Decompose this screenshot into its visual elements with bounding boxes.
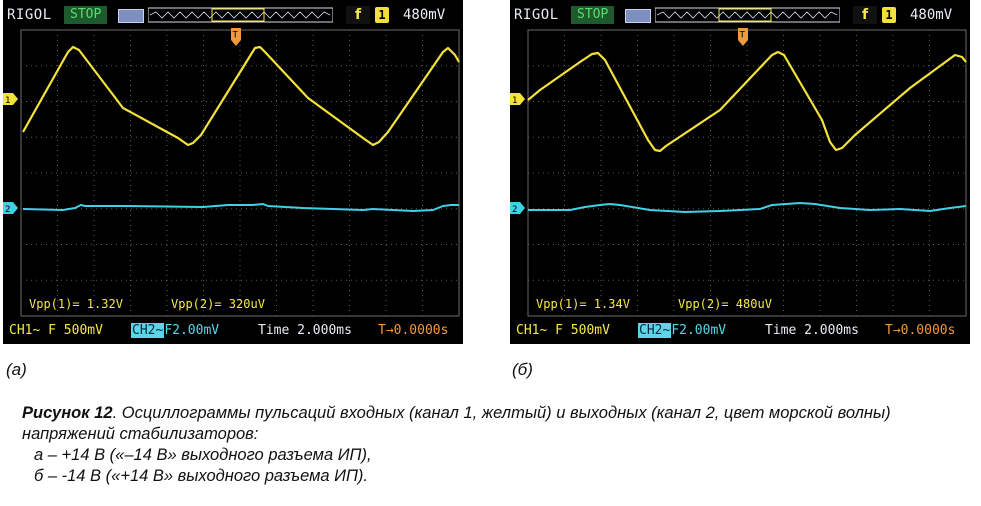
memory-depth-icon (118, 9, 144, 23)
trigger-position-marker: T (738, 28, 748, 46)
run-status-badge: STOP (64, 6, 108, 24)
ch1-ground-marker: 1 (510, 93, 525, 106)
timebase-value: Time 2.000ms (765, 323, 859, 338)
ch1-settings: CH1~ F 500mV (516, 323, 610, 338)
trigger-offset-value: T→0.0000s (378, 323, 449, 338)
ch2-ground-marker: 2 (3, 202, 18, 215)
trigger-offset-value: T→0.0000s (885, 323, 956, 338)
svg-text:2: 2 (5, 205, 10, 215)
trigger-edge-icon: f (346, 6, 370, 24)
caption-item-a: а – +14 В («–14 В» выходного разъема ИП)… (34, 446, 372, 464)
svg-text:1: 1 (512, 96, 517, 106)
scope-top-bar: RIGOL STOP T f 1 480mV (510, 0, 970, 30)
ch2-scale: F2.00mV (164, 323, 220, 338)
ch1-settings: CH1~ F 500mV (9, 323, 103, 338)
waveform-overview-icon: T (655, 6, 840, 23)
scope-top-bar: RIGOL STOP T f 1 480mV (3, 0, 463, 30)
waveform-display-b: T 1 2 (510, 28, 967, 317)
ch2-peak-to-peak-measurement: Vpp(2)= 320uV (171, 297, 265, 311)
caption-main: Рисунок 12. Осциллограммы пульсаций вход… (22, 403, 962, 445)
ch1-waveform-trace (527, 50, 967, 153)
ch1-ground-marker: 1 (3, 93, 18, 106)
oscilloscope-screen-a: RIGOL STOP T f 1 480mV T 1 2 Vpp(1)= 1 (3, 0, 463, 344)
ch1-peak-to-peak-measurement: Vpp(1)= 1.34V (536, 297, 630, 311)
trigger-level-value: 480mV (403, 7, 446, 23)
timebase-value: Time 2.000ms (258, 323, 352, 338)
ch2-settings: CH2~F2.00mV (131, 323, 219, 338)
figure-caption: Рисунок 12. Осциллограммы пульсаций вход… (22, 403, 962, 487)
trigger-source-channel: 1 (375, 7, 389, 23)
scope-bottom-bar: CH1~ F 500mV CH2~F2.00mV Time 2.000ms T→… (510, 318, 970, 344)
ch1-waveform-trace (22, 45, 460, 147)
brand-label: RIGOL (7, 7, 52, 23)
ch2-badge: CH2~ (131, 323, 165, 338)
ch2-peak-to-peak-measurement: Vpp(2)= 480uV (678, 297, 772, 311)
memory-depth-icon (625, 9, 651, 23)
trigger-level-value: 480mV (910, 7, 953, 23)
svg-text:T: T (233, 31, 239, 41)
oscilloscope-screen-b: RIGOL STOP T f 1 480mV T 1 2 Vpp(1)= 1 (510, 0, 970, 344)
run-status-badge: STOP (571, 6, 615, 24)
ch2-scale: F2.00mV (671, 323, 727, 338)
figure-number: Рисунок 12 (22, 404, 113, 422)
svg-text:1: 1 (5, 96, 10, 106)
ch2-ground-marker: 2 (510, 202, 525, 215)
svg-text:T: T (740, 31, 746, 41)
caption-item-b: б – -14 В («+14 В» выходного разъема ИП)… (34, 467, 369, 485)
trigger-source-channel: 1 (882, 7, 896, 23)
ch2-settings: CH2~F2.00mV (638, 323, 726, 338)
sublabel-a: (а) (6, 360, 27, 379)
svg-text:T: T (743, 6, 749, 8)
ch2-waveform-trace (528, 202, 967, 213)
caption-text: . Осциллограммы пульсаций входных (канал… (22, 404, 891, 443)
waveform-display-a: T 1 2 (3, 28, 460, 317)
ch1-peak-to-peak-measurement: Vpp(1)= 1.32V (29, 297, 123, 311)
graticule (527, 29, 967, 317)
waveform-overview-icon: T (148, 6, 333, 23)
ch2-waveform-trace (22, 203, 459, 212)
ch2-badge: CH2~ (638, 323, 672, 338)
trigger-position-marker: T (231, 28, 241, 46)
scope-bottom-bar: CH1~ F 500mV CH2~F2.00mV Time 2.000ms T→… (3, 318, 463, 344)
svg-text:T: T (236, 6, 242, 8)
sublabel-b: (б) (512, 360, 533, 379)
trigger-edge-icon: f (853, 6, 877, 24)
svg-text:2: 2 (512, 205, 517, 215)
brand-label: RIGOL (514, 7, 559, 23)
